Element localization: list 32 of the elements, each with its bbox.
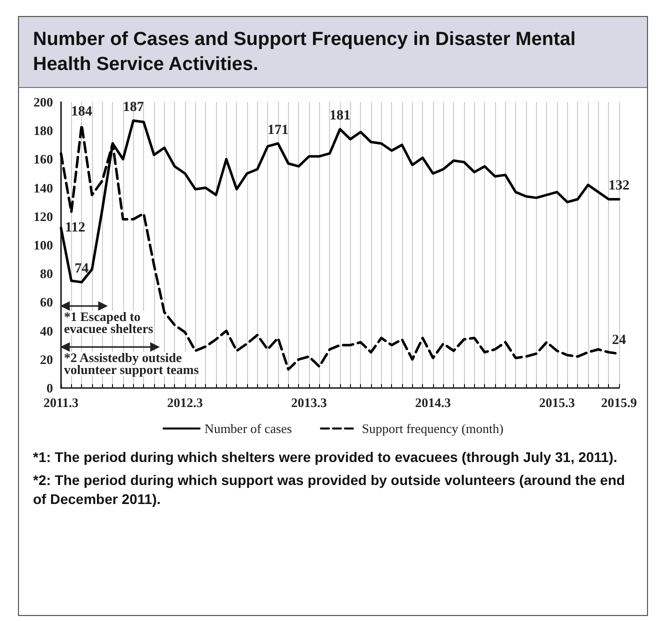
text: *2: The period during which support was provided by outside volunteers (around the end of December 2011). bbox=[33, 471, 626, 509]
data-label: 187 bbox=[122, 100, 144, 116]
x-tick-label: 2011.3 bbox=[43, 395, 80, 410]
data-label: 112 bbox=[65, 220, 86, 236]
annotation: *1 Escaped to evacuee shelters bbox=[64, 309, 154, 336]
chart-title: Number of Cases and Support Frequency in Disaster Mental Health Service Activities. bbox=[19, 17, 647, 88]
y-tick-label: 180 bbox=[34, 123, 53, 138]
x-tick-label: 2015.9 bbox=[601, 395, 638, 410]
y-tick-label: 80 bbox=[40, 266, 53, 282]
y-tick-label: 140 bbox=[34, 180, 53, 196]
y-tick-label: 100 bbox=[34, 238, 53, 252]
y-tick-label: 200 bbox=[34, 94, 53, 110]
y-tick-label: 160 bbox=[34, 152, 53, 167]
y-tick-label: 60 bbox=[40, 294, 53, 310]
data-label: 181 bbox=[330, 108, 350, 124]
data-label: 132 bbox=[608, 178, 630, 194]
y-tick-label: 0 bbox=[46, 380, 53, 396]
text: *1: The period during which shelters were provided to evacuees (through July 31, 2011). bbox=[33, 448, 618, 467]
data-label: 184 bbox=[71, 104, 92, 120]
y-tick-label: 40 bbox=[40, 323, 53, 338]
x-tick-label: 2013.3 bbox=[291, 395, 328, 410]
data-label: 74 bbox=[74, 262, 89, 277]
legend-label: Number of cases bbox=[204, 421, 292, 436]
data-label: 171 bbox=[268, 122, 288, 138]
legend-label: Support frequency (month) bbox=[362, 421, 504, 436]
data-label: 24 bbox=[612, 333, 626, 348]
annotation: *2 Assistedby outside volunteer support teams bbox=[64, 350, 199, 377]
x-tick-label: 2014.3 bbox=[415, 395, 452, 410]
x-tick-label: 2015.3 bbox=[539, 395, 576, 410]
y-tick-label: 120 bbox=[34, 208, 53, 224]
x-tick-label: 2012.3 bbox=[167, 395, 204, 410]
y-tick-label: 20 bbox=[40, 352, 53, 367]
